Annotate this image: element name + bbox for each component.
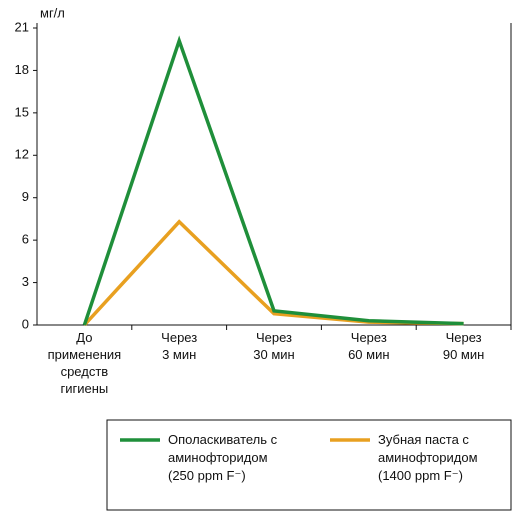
y-tick-label: 15 xyxy=(15,104,29,119)
legend-label: Ополаскиватель с аминофторидом (250 ppm … xyxy=(168,432,278,483)
x-tick-label: Через 30 мин xyxy=(253,330,295,362)
y-tick-label: 0 xyxy=(22,316,29,331)
y-tick-label: 12 xyxy=(15,147,29,162)
y-tick-label: 6 xyxy=(22,232,29,247)
y-tick-label: 9 xyxy=(22,189,29,204)
legend-label: Зубная паста с аминофторидом (1400 ppm F… xyxy=(378,432,478,483)
x-tick-label: Через 90 мин xyxy=(442,330,485,362)
series-line xyxy=(82,35,464,326)
x-tick-label: Через 3 мин xyxy=(161,330,198,362)
legend-box xyxy=(106,419,512,511)
x-tick-label: Через 60 мин xyxy=(348,330,390,362)
y-tick-label: 21 xyxy=(15,19,29,34)
x-tick-label: До применения средств гигиены xyxy=(47,330,122,396)
y-tick-label: 3 xyxy=(22,274,29,289)
y-tick-label: 18 xyxy=(15,62,29,77)
y-unit: мг/л xyxy=(40,5,65,20)
